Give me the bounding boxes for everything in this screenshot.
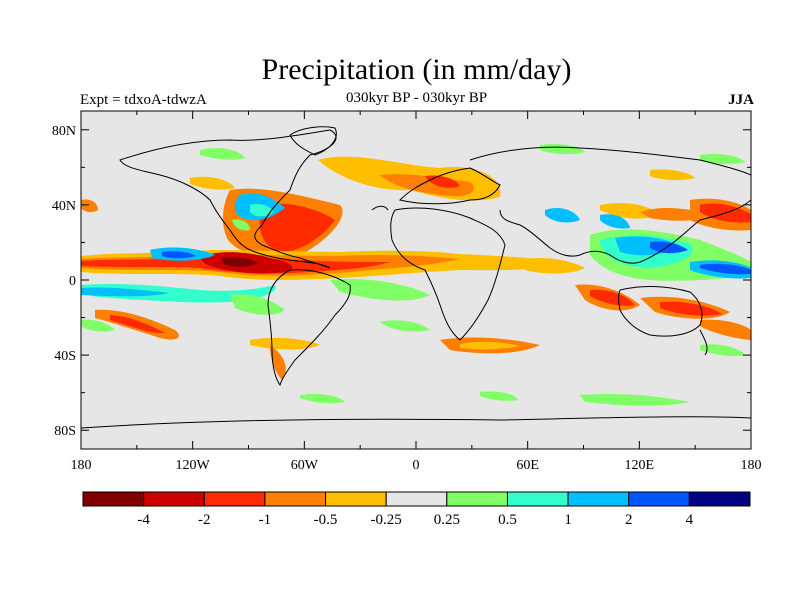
- lon-tick-label: 60W: [291, 458, 319, 473]
- lat-tick-label: 40S: [54, 349, 76, 364]
- lon-ticks: 180 120W 60W 0 60E 120E 180: [71, 111, 762, 473]
- colorbar-label: -0.25: [371, 512, 402, 528]
- lon-tick-label: 120E: [625, 458, 655, 473]
- lat-tick-label: 80N: [52, 124, 76, 139]
- season-label: JJA: [728, 92, 754, 108]
- colorbar-box: [325, 491, 387, 507]
- experiment-label: Expt = tdxoA-tdwzA: [80, 92, 207, 108]
- colorbar-label: 0.25: [434, 512, 460, 528]
- lon-tick-label: 180: [741, 458, 762, 473]
- plot-title: Precipitation (in mm/day): [261, 53, 572, 86]
- colorbar-label: -0.5: [314, 512, 338, 528]
- colorbar-box: [628, 491, 690, 507]
- plot-subtitle: 030kyr BP - 030kyr BP: [345, 90, 488, 106]
- lon-tick-label: 60E: [516, 458, 539, 473]
- colorbar-box: [385, 491, 448, 507]
- lon-tick-label: 0: [413, 458, 420, 473]
- colorbar-box: [143, 491, 205, 507]
- lat-tick-label: 80S: [54, 424, 76, 439]
- colorbar-box: [264, 491, 327, 507]
- coastlines: [81, 126, 751, 429]
- colorbar-label: 0.5: [498, 512, 517, 528]
- colorbar-box: [506, 491, 569, 507]
- lon-tick-label: 180: [71, 458, 92, 473]
- colorbar-label: 2: [625, 512, 633, 528]
- lat-tick-label: 40N: [52, 199, 76, 214]
- colorbar: -4 -2 -1 -0.5 -0.25 0.25 0.5 1 2 4: [82, 491, 751, 528]
- colorbar-label: 4: [686, 512, 694, 528]
- lat-tick-label: 0: [69, 274, 76, 289]
- colorbar-box: [82, 491, 145, 507]
- lon-tick-label: 120W: [176, 458, 211, 473]
- colorbar-label: -1: [259, 512, 272, 528]
- colorbar-box: [203, 491, 266, 507]
- colorbar-box: [446, 491, 508, 507]
- lat-ticks: 80N 40N 0 40S 80S: [52, 124, 751, 439]
- precip-anomaly-field: [81, 143, 751, 406]
- colorbar-label: -2: [198, 512, 211, 528]
- colorbar-box: [567, 491, 630, 507]
- colorbar-label: 1: [564, 512, 572, 528]
- colorbar-label: -4: [137, 512, 150, 528]
- colorbar-box: [688, 491, 751, 507]
